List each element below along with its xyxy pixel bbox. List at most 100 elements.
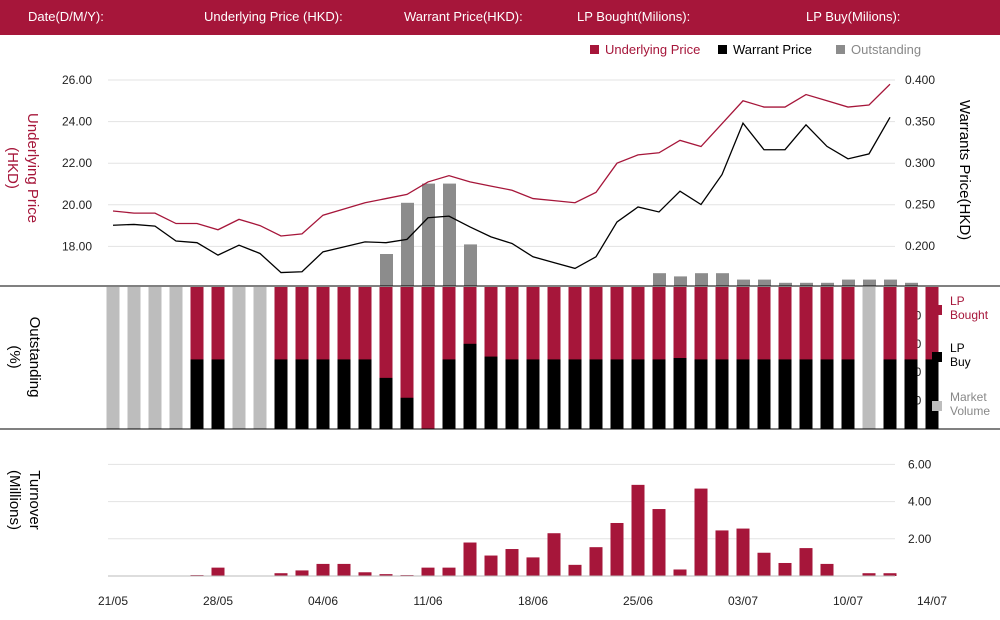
bottom-axis-title-unit: (Millions) [6,470,23,530]
lp-buy-bar [925,359,939,429]
turnover-bar [610,522,624,576]
lp-buy-bar [799,359,813,429]
lp-buy-bar [904,359,918,429]
lp-buy-bar [883,359,897,429]
outstanding-bar [695,273,708,286]
legend-label: LP [950,341,965,355]
lp-buy-bar [505,359,519,429]
lp-buy-bar [463,343,477,429]
lp-buy-bar [316,359,330,429]
outstanding-bar [674,276,687,286]
outstanding-bar [758,279,771,286]
bottom-tick-label: 4.00 [908,495,932,509]
turnover-bar [568,564,582,576]
market-volume-bar [232,287,246,429]
middle-axis-title: Outstanding [26,317,43,398]
lp-buy-bar [589,359,603,429]
legend-label: Warrant Price [733,42,812,57]
outstanding-bar [464,244,477,286]
turnover-bar [778,562,792,576]
bottom-axis-title: Turnover [26,470,43,529]
turnover-bar [799,548,813,576]
turnover-bar [673,569,687,576]
turnover-bar [337,563,351,576]
lp-buy-bar [841,359,855,429]
outstanding-bar [380,254,393,286]
turnover-bar [820,563,834,576]
lp-buy-bar [652,359,666,429]
lp-buy-bar [358,359,372,429]
lp-buy-bar [484,356,498,429]
turnover-bar [883,573,897,576]
warrant-price-line [112,117,891,274]
x-tick-label: 25/06 [623,594,653,608]
lp-buy-bar [547,359,561,429]
lp-bought-bar [421,287,435,429]
outstanding-bar [443,183,456,286]
lp-buy-bar [673,358,687,429]
legend-swatch [932,401,942,411]
market-volume-bar [127,287,141,429]
turnover-bar [379,574,393,576]
turnover-bar [358,572,372,576]
lp-buy-label: LP Buy(Milions): [806,9,901,24]
outstanding-bar [716,273,729,286]
lp-buy-bar [778,359,792,429]
turnover-bar [442,567,456,576]
turnover-bar [274,573,288,576]
lp-buy-bar [526,359,540,429]
lp-buy-bar [274,359,288,429]
lp-buy-bar [820,359,834,429]
turnover-bar [211,567,225,576]
outstanding-bar [800,282,813,286]
underlying-price-line [112,83,891,237]
lp-buy-bar [400,397,414,429]
lp-buy-bar [295,359,309,429]
right-axis-title: Warrants Price(HKD) [956,100,973,240]
outstanding-bar [401,202,414,286]
outstanding-bar [737,279,750,286]
outstanding-bar [863,279,876,286]
lp-buy-bar [337,359,351,429]
outstanding-bar [842,279,855,286]
left-tick-label: 26.00 [62,73,92,87]
lp-bought-bar [400,287,414,429]
left-tick-label: 22.00 [62,156,92,170]
right-tick-label: 0.200 [905,239,935,253]
x-tick-label: 11/06 [413,594,442,608]
turnover-bar [715,530,729,576]
legend-swatch [932,352,942,362]
turnover-bar [631,484,645,576]
warrant-price-label: Warrant Price(HKD): [404,9,523,24]
market-volume-bar [862,287,876,429]
left-tick-label: 18.00 [62,239,92,253]
turnover-bar [316,563,330,576]
x-tick-label: 28/05 [203,594,233,608]
market-volume-bar [106,287,120,429]
legend-label: LP [950,294,965,308]
market-volume-bar [253,287,267,429]
left-tick-label: 20.00 [62,198,92,212]
lp-buy-bar [568,359,582,429]
right-tick-label: 0.400 [905,73,935,87]
x-tick-label: 18/06 [518,594,548,608]
lp-buy-bar [631,359,645,429]
right-tick-label: 0.250 [905,198,935,212]
lp-buy-bar [190,359,204,429]
left-axis-title-underlying: Underlying Price [24,113,41,223]
lp-buy-bar [610,359,624,429]
outstanding-bar [884,279,897,286]
lp-buy-bar [379,377,393,429]
turnover-bar [295,570,309,576]
left-tick-label: 24.00 [62,115,92,129]
bottom-tick-label: 6.00 [908,457,932,471]
lp-buy-bar [757,359,771,429]
turnover-bar [463,542,477,576]
x-tick-label: 21/05 [98,594,128,608]
outstanding-bar [779,282,792,286]
legend-label: Buy [950,355,971,369]
turnover-bar [547,533,561,576]
lp-buy-bar [211,359,225,429]
turnover-bar [484,555,498,576]
legend-label: Outstanding [851,42,921,57]
